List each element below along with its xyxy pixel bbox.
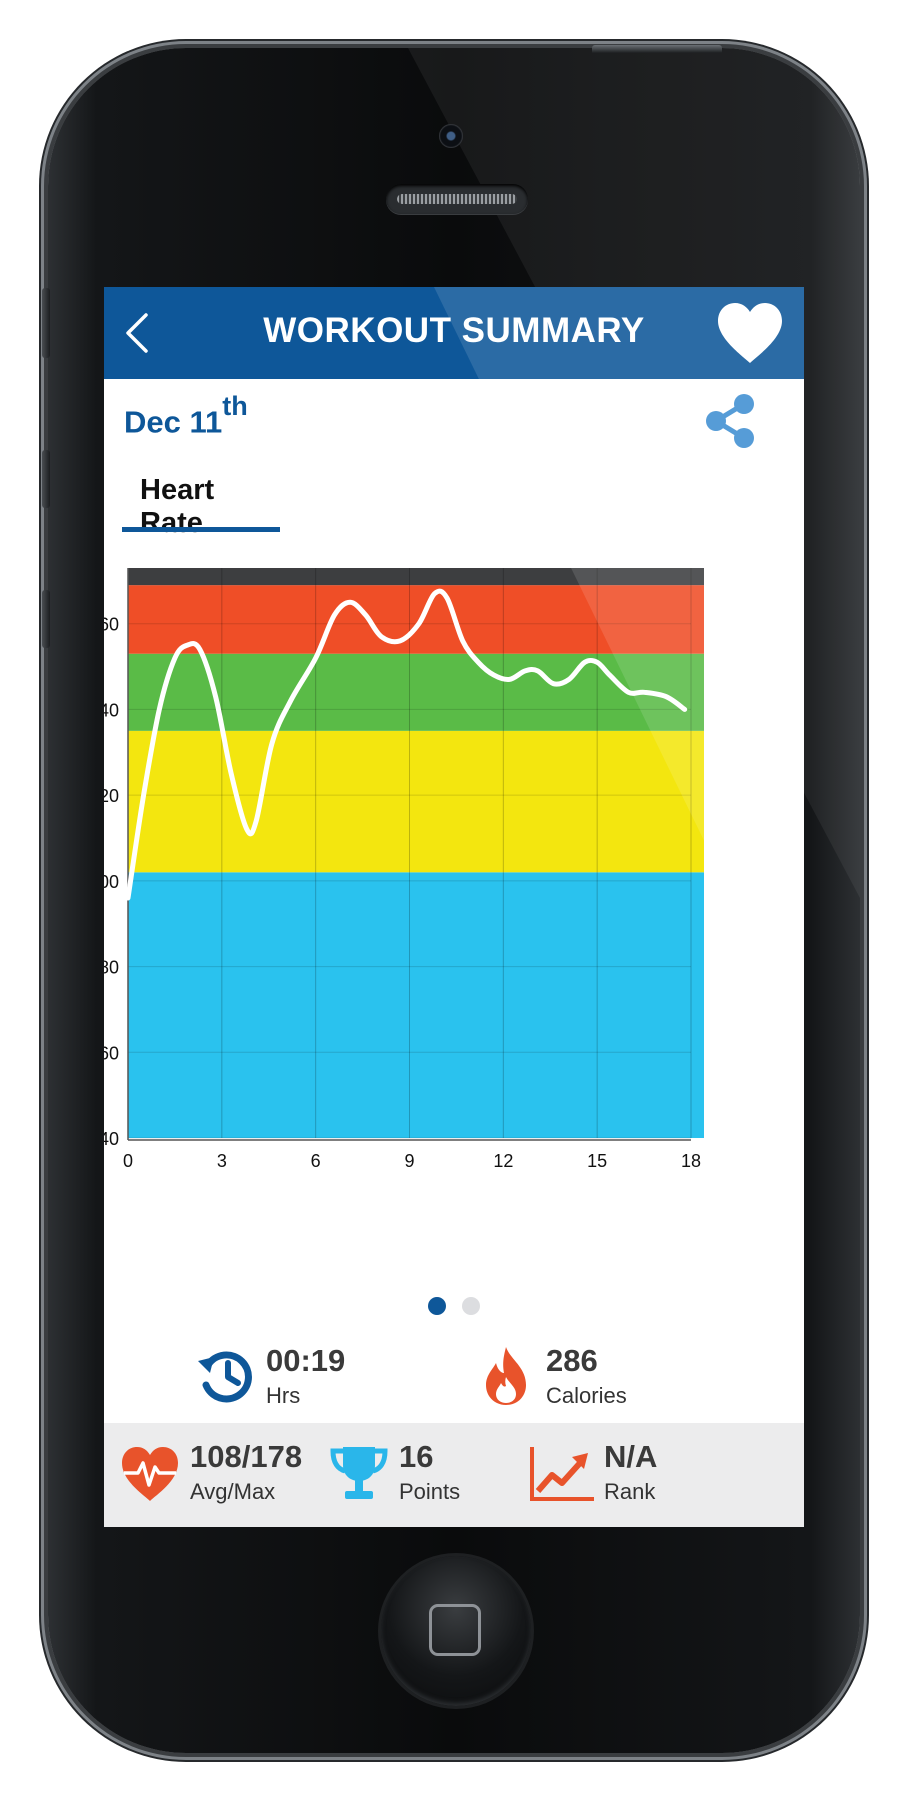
top-app-bar: WORKOUT SUMMARY xyxy=(104,287,804,379)
y-tick-label: 160 xyxy=(104,615,119,635)
favorite-heart-icon[interactable] xyxy=(714,301,786,365)
page-title: WORKOUT SUMMARY xyxy=(263,311,645,350)
y-tick-label: 100 xyxy=(104,872,119,892)
x-tick-label: 3 xyxy=(217,1151,227,1171)
heart-rate-value: 108/178 xyxy=(190,1439,303,1474)
zone-max-band xyxy=(128,568,704,586)
heart-rate-chart: 40 60 80 100 120 140 160 0 3 6 9 12 15 18 xyxy=(104,552,804,1272)
volume-down-button xyxy=(42,590,50,648)
zone-rest-band xyxy=(128,872,704,1138)
trend-up-icon xyxy=(530,1447,594,1501)
rank-label: Rank xyxy=(604,1479,656,1504)
heart-rate-label: Avg/Max xyxy=(190,1479,276,1504)
flame-icon xyxy=(486,1347,526,1405)
share-icon[interactable] xyxy=(702,393,758,449)
stat-rank: N/A Rank xyxy=(522,1423,722,1527)
heart-rate-chart-svg: 40 60 80 100 120 140 160 0 3 6 9 12 15 18 xyxy=(104,568,704,1171)
calories-value: 286 xyxy=(546,1343,598,1378)
home-square-icon xyxy=(429,1604,481,1656)
app-screen: WORKOUT SUMMARY Dec 11th Heart Rate 4060… xyxy=(104,287,804,1527)
points-label: Points xyxy=(399,1479,461,1504)
y-tick-label: 140 xyxy=(104,700,119,720)
rank-value: N/A xyxy=(604,1439,658,1474)
heart-rate-icon xyxy=(122,1447,178,1501)
primary-stats: 00:19 Hrs 286 Calories xyxy=(104,1335,804,1423)
heart-rate-line xyxy=(125,588,688,901)
y-tick-label: 120 xyxy=(104,786,119,806)
tab-heart-rate[interactable]: Heart Rate xyxy=(122,474,280,539)
date-bar: Dec 11th xyxy=(104,379,804,474)
clock-history-icon xyxy=(198,1351,252,1403)
earpiece-speaker xyxy=(386,184,528,214)
workout-date: Dec 11th xyxy=(124,391,248,440)
x-tick-label: 9 xyxy=(404,1151,414,1171)
stat-duration: 00:19 Hrs xyxy=(196,1335,416,1423)
stat-points: 16 Points xyxy=(329,1423,499,1527)
zone-moderate-band xyxy=(128,653,704,731)
stat-calories: 286 Calories xyxy=(476,1335,716,1423)
page-indicator xyxy=(104,1297,804,1321)
home-button[interactable] xyxy=(381,1556,531,1706)
stat-heart-rate: 108/178 Avg/Max xyxy=(120,1423,335,1527)
y-tick-label: 60 xyxy=(104,1043,119,1063)
y-tick-label: 80 xyxy=(104,958,119,978)
duration-value: 00:19 xyxy=(266,1343,346,1378)
secondary-stats: 108/178 Avg/Max 16 Points N/A Rank xyxy=(104,1423,804,1527)
x-tick-label: 12 xyxy=(493,1151,513,1171)
date-suffix: th xyxy=(222,391,248,421)
duration-label: Hrs xyxy=(266,1383,301,1408)
mute-switch xyxy=(42,288,50,358)
points-value: 16 xyxy=(399,1439,434,1474)
tab-active-indicator xyxy=(122,527,280,532)
calories-label: Calories xyxy=(546,1383,627,1408)
trophy-icon xyxy=(330,1447,388,1499)
power-button xyxy=(592,45,722,53)
x-tick-label: 0 xyxy=(123,1151,133,1171)
volume-up-button xyxy=(42,450,50,508)
zone-hard-band xyxy=(128,585,704,654)
x-tick-label: 6 xyxy=(311,1151,321,1171)
page-dot-inactive[interactable] xyxy=(462,1297,480,1315)
back-chevron-icon[interactable] xyxy=(118,307,158,359)
x-tick-label: 18 xyxy=(681,1151,701,1171)
front-camera xyxy=(439,124,463,148)
x-tick-label: 15 xyxy=(587,1151,607,1171)
y-tick-label: 40 xyxy=(104,1129,119,1149)
tab-label: Heart Rate xyxy=(140,474,215,539)
zone-light-band xyxy=(128,730,704,873)
page-dot-active[interactable] xyxy=(428,1297,446,1315)
